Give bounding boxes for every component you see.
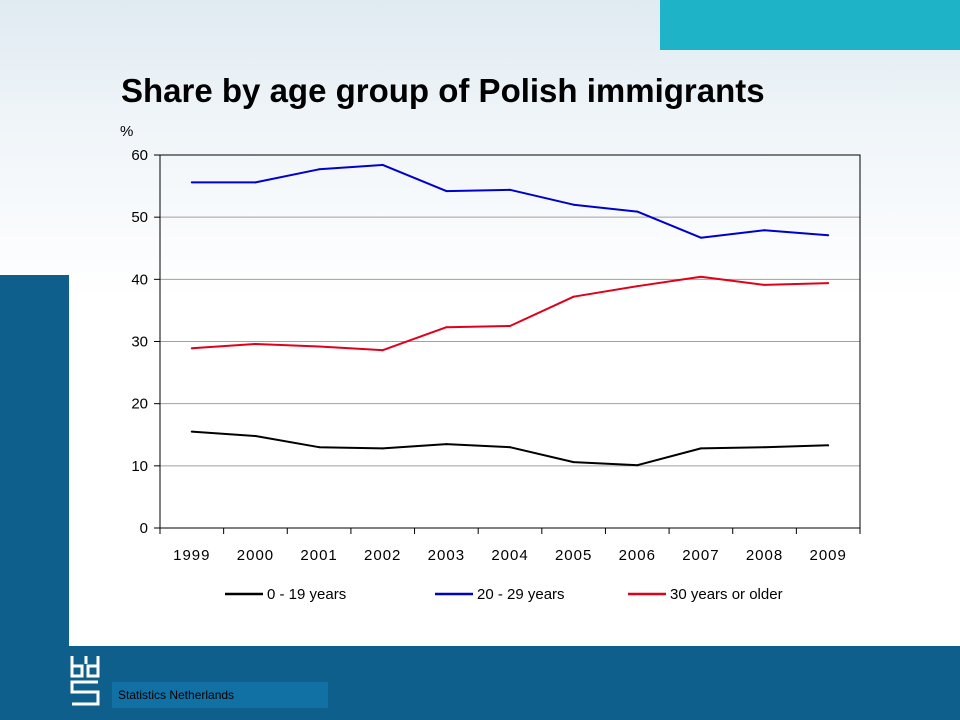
line-chart: 0 10 20 30 40 50 60 1999 2000 2001 2002 2003 2004 20… bbox=[120, 123, 861, 603]
series-lines bbox=[190, 163, 830, 467]
x-tick-label: 2007 bbox=[682, 547, 719, 564]
data-point bbox=[318, 345, 321, 348]
data-point bbox=[254, 434, 257, 437]
series-line-0 bbox=[191, 430, 829, 467]
series-line-1 bbox=[191, 163, 829, 239]
data-point bbox=[763, 229, 766, 232]
x-tick-label: 2008 bbox=[746, 547, 783, 564]
data-point bbox=[636, 285, 639, 288]
data-point bbox=[190, 347, 193, 350]
left-band bbox=[0, 275, 69, 720]
data-point bbox=[763, 446, 766, 449]
data-point bbox=[699, 236, 702, 239]
data-point bbox=[254, 342, 257, 345]
x-tick-labels: 1999 2000 2001 2002 2003 2004 2005 2006 2007 2008… bbox=[159, 528, 861, 564]
legend-label-1: 20 - 29 years bbox=[477, 586, 565, 603]
data-point bbox=[827, 234, 830, 237]
data-point bbox=[445, 326, 448, 329]
data-point bbox=[509, 188, 511, 191]
data-point bbox=[572, 203, 575, 206]
data-point bbox=[381, 447, 384, 450]
y-tick-labels: 0 10 20 30 40 50 60 bbox=[131, 147, 160, 537]
data-point bbox=[636, 210, 639, 213]
data-point bbox=[190, 181, 193, 184]
data-point bbox=[318, 446, 321, 449]
x-tick-label: 1999 bbox=[173, 547, 210, 564]
data-point bbox=[509, 446, 511, 449]
x-tick-label: 2002 bbox=[364, 547, 401, 564]
data-point bbox=[699, 447, 702, 450]
y-axis-unit: % bbox=[120, 123, 133, 140]
legend: 0 - 19 years 20 - 29 years 30 years or old… bbox=[225, 586, 783, 603]
data-point bbox=[763, 283, 766, 286]
series-line-2 bbox=[191, 275, 829, 352]
data-point bbox=[254, 181, 257, 184]
data-point bbox=[445, 190, 448, 193]
data-point bbox=[190, 430, 193, 433]
y-tick-label: 30 bbox=[131, 334, 148, 351]
data-point bbox=[827, 444, 830, 447]
x-tick-label: 2004 bbox=[491, 547, 528, 564]
y-tick-label: 0 bbox=[140, 520, 148, 537]
data-point bbox=[636, 464, 639, 467]
gridlines bbox=[160, 216, 860, 467]
x-tick-label: 2003 bbox=[428, 547, 465, 564]
x-tick-label: 2006 bbox=[619, 547, 656, 564]
y-tick-label: 20 bbox=[131, 396, 148, 413]
data-point bbox=[381, 349, 384, 352]
cbs-logo-icon bbox=[70, 656, 100, 706]
data-point bbox=[509, 324, 511, 327]
footer-text: Statistics Netherlands bbox=[118, 688, 235, 702]
y-tick-label: 60 bbox=[131, 147, 148, 164]
y-tick-label: 50 bbox=[131, 209, 148, 226]
legend-label-0: 0 - 19 years bbox=[267, 586, 346, 603]
data-point bbox=[445, 443, 448, 446]
x-tick-label: 2000 bbox=[237, 547, 274, 564]
data-point bbox=[827, 282, 830, 285]
footer-box bbox=[112, 682, 328, 708]
x-tick-label: 2005 bbox=[555, 547, 592, 564]
data-point bbox=[318, 168, 321, 171]
slide-title: Share by age group of Polish immigrants bbox=[121, 72, 765, 109]
x-tick-label: 2009 bbox=[809, 547, 846, 564]
x-tick-label: 2001 bbox=[300, 547, 337, 564]
y-tick-label: 40 bbox=[131, 271, 148, 288]
top-accent-bar bbox=[660, 0, 960, 50]
data-point bbox=[572, 295, 575, 298]
data-point bbox=[572, 461, 575, 464]
data-point bbox=[381, 163, 384, 166]
legend-label-2: 30 years or older bbox=[670, 586, 783, 603]
y-tick-label: 10 bbox=[131, 458, 148, 475]
data-point bbox=[699, 275, 702, 278]
